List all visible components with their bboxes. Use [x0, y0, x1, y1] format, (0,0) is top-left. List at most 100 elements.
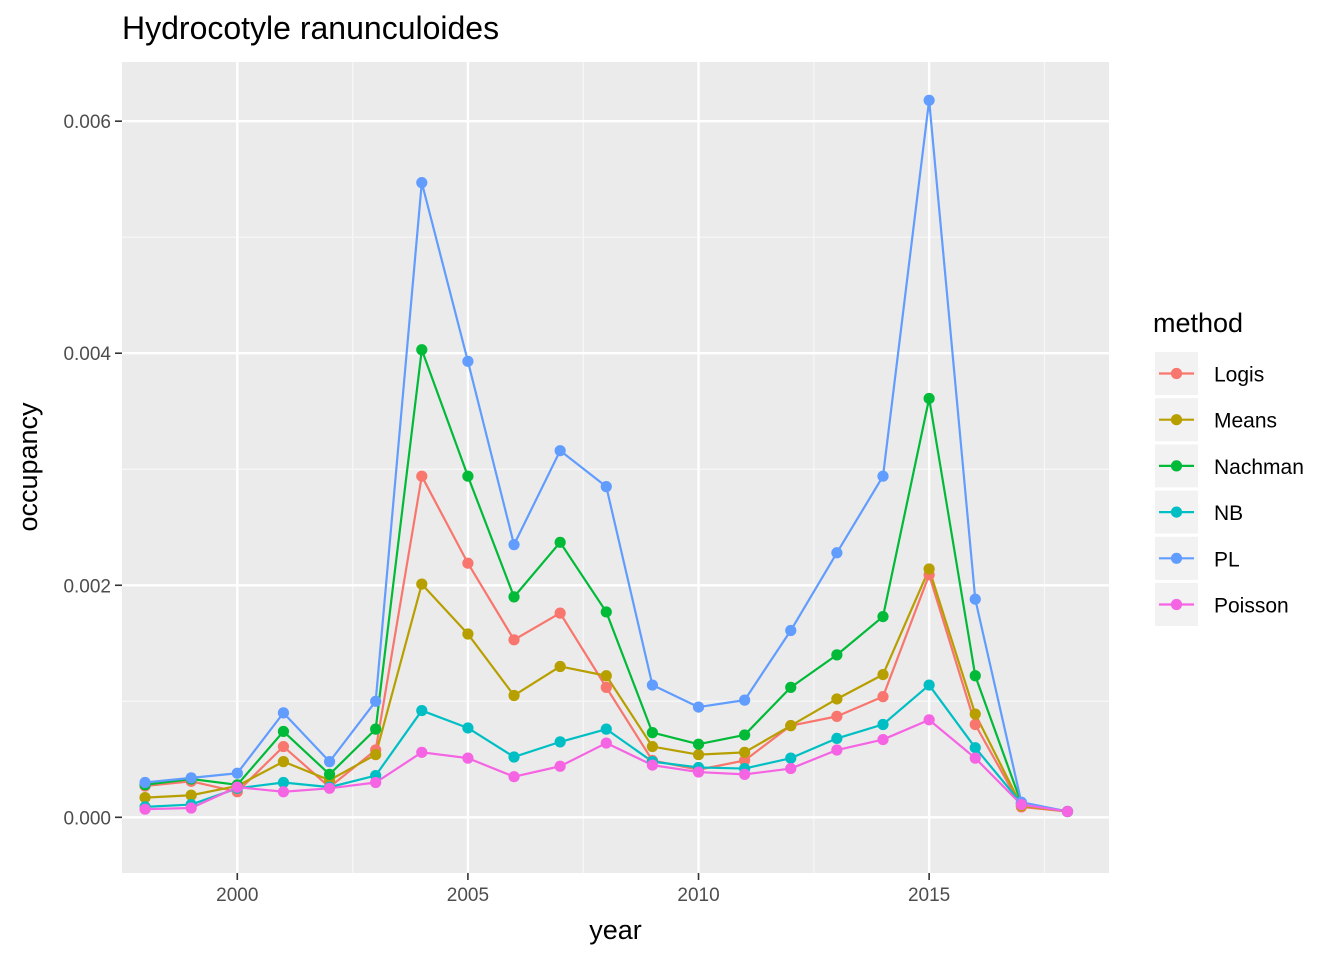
data-point-means — [831, 693, 843, 705]
data-point-pl — [969, 593, 981, 605]
legend-item-means: Means — [1155, 398, 1277, 442]
y-tick-label: 0.004 — [63, 344, 111, 365]
data-point-poisson — [185, 802, 197, 814]
legend-label-means: Means — [1214, 410, 1277, 433]
data-point-nb — [831, 732, 843, 745]
data-point-pl — [600, 481, 612, 493]
data-point-means — [554, 660, 566, 673]
data-point-means — [370, 749, 382, 761]
y-axis-title: occupancy — [13, 402, 43, 532]
data-point-pl — [646, 679, 659, 691]
data-point-nb — [462, 722, 474, 734]
data-point-means — [277, 756, 290, 768]
legend-item-logis: Logis — [1155, 352, 1264, 395]
data-point-means — [462, 628, 474, 640]
legend-swatch-point-nb — [1170, 506, 1183, 518]
data-point-nachman — [831, 649, 843, 661]
data-point-pl — [185, 772, 197, 784]
legend: method Logis Means Nachman NB PL Poisson — [1153, 308, 1304, 626]
data-point-logis — [462, 557, 474, 569]
data-point-poisson — [139, 803, 151, 815]
data-point-poisson — [1061, 805, 1074, 818]
y-tick-label: 0.006 — [63, 112, 111, 133]
data-point-pl — [323, 756, 336, 768]
data-point-nb — [508, 751, 520, 763]
data-point-nb — [785, 752, 797, 764]
data-point-poisson — [231, 781, 243, 793]
data-point-nb — [416, 704, 428, 717]
data-point-nachman — [416, 344, 428, 356]
data-point-nachman — [646, 727, 659, 739]
y-tick-label: 0.002 — [63, 576, 111, 597]
data-point-nachman — [877, 610, 889, 623]
data-point-nachman — [323, 768, 336, 780]
data-point-nb — [600, 723, 612, 735]
data-point-nachman — [370, 723, 382, 735]
data-point-means — [139, 791, 151, 804]
data-point-nachman — [923, 392, 935, 405]
series-points — [139, 94, 1074, 818]
data-point-means — [416, 578, 428, 590]
data-point-poisson — [508, 771, 520, 783]
x-tick-label: 2015 — [908, 885, 950, 906]
data-point-nb — [923, 679, 935, 691]
data-point-pl — [231, 767, 243, 779]
data-point-means — [785, 720, 797, 732]
data-point-logis — [739, 754, 751, 767]
data-point-pl — [277, 707, 290, 719]
data-point-means — [739, 746, 751, 758]
data-point-poisson — [646, 759, 659, 771]
data-point-logis — [877, 691, 889, 703]
data-point-poisson — [785, 762, 797, 775]
data-point-nachman — [277, 725, 290, 738]
data-point-pl — [877, 470, 889, 482]
data-point-means — [692, 749, 705, 761]
data-point-nachman — [692, 738, 705, 750]
data-point-poisson — [600, 737, 612, 749]
y-axis: 0.000 0.002 0.004 0.006 — [63, 112, 122, 829]
data-point-nachman — [600, 606, 612, 618]
legend-label-nachman: Nachman — [1214, 456, 1304, 479]
data-point-means — [185, 789, 197, 801]
legend-title: method — [1153, 308, 1243, 338]
legend-swatch-point-nachman — [1170, 460, 1183, 472]
data-point-poisson — [416, 746, 428, 758]
legend-label-pl: PL — [1214, 548, 1240, 571]
data-point-logis — [554, 607, 566, 619]
data-point-pl — [416, 177, 428, 189]
chart-title: Hydrocotyle ranunculoides — [122, 10, 499, 46]
data-point-means — [923, 563, 935, 575]
data-point-poisson — [462, 752, 474, 764]
data-point-poisson — [323, 782, 336, 794]
data-point-pl — [785, 624, 797, 637]
data-point-pl — [739, 694, 751, 706]
plot-panel — [122, 62, 1109, 873]
legend-item-nb: NB — [1155, 490, 1243, 534]
data-point-means — [969, 708, 981, 720]
data-point-means — [646, 740, 659, 753]
data-point-nb — [969, 742, 981, 754]
data-point-pl — [831, 547, 843, 559]
data-point-pl — [370, 695, 382, 707]
legend-swatch-point-means — [1170, 414, 1183, 426]
data-point-poisson — [923, 714, 935, 726]
data-point-nachman — [785, 681, 797, 693]
legend-item-poisson: Poisson — [1155, 583, 1289, 626]
data-point-nb — [277, 776, 290, 789]
legend-swatch-point-pl — [1170, 552, 1183, 564]
legend-label-poisson: Poisson — [1214, 595, 1289, 618]
data-point-logis — [600, 681, 612, 693]
data-point-logis — [277, 740, 290, 753]
legend-label-nb: NB — [1214, 502, 1243, 525]
data-point-nb — [877, 718, 889, 731]
x-tick-label: 2005 — [447, 885, 489, 906]
data-point-poisson — [370, 776, 382, 789]
data-point-poisson — [739, 768, 751, 780]
data-point-poisson — [554, 760, 566, 772]
data-point-means — [508, 689, 520, 702]
data-point-means — [877, 669, 889, 681]
data-point-logis — [508, 634, 520, 646]
y-tick-label: 0.000 — [63, 808, 111, 829]
data-point-poisson — [692, 766, 705, 778]
